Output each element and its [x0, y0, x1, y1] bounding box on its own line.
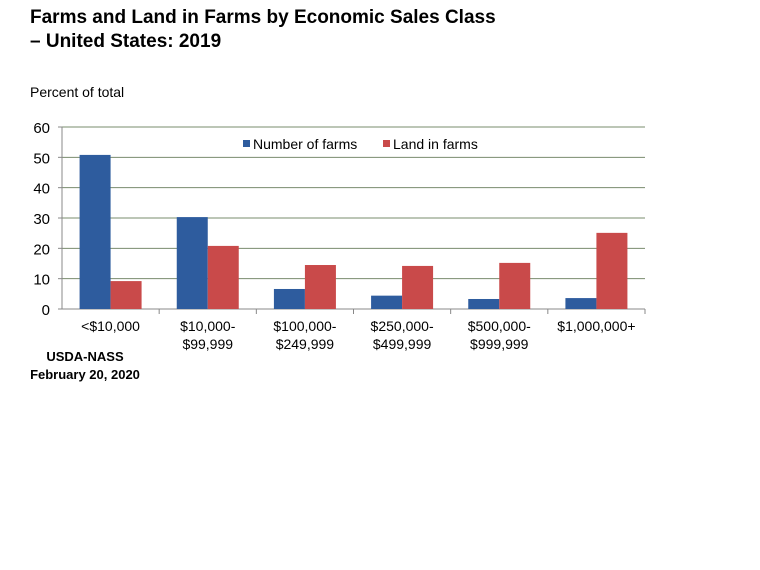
bar-number-of-farms	[371, 295, 403, 309]
legend-label: Number of farms	[253, 136, 357, 152]
chart-title: Farms and Land in Farms by Economic Sale…	[30, 6, 630, 54]
x-tick-label: <$10,000	[81, 318, 140, 334]
x-tick-label: $999,999	[470, 336, 529, 352]
x-tick-label: $1,000,000+	[557, 318, 635, 334]
bar-land-in-farms	[304, 265, 336, 309]
x-tick-label: $249,999	[276, 336, 335, 352]
y-tick-label: 30	[33, 211, 50, 228]
bar-number-of-farms	[79, 154, 111, 309]
x-tick-label: $99,999	[182, 336, 233, 352]
bar-number-of-farms	[176, 217, 208, 309]
legend-swatch	[383, 140, 390, 147]
bar-land-in-farms	[596, 232, 628, 309]
source-note: USDA-NASS February 20, 2020	[10, 348, 160, 384]
y-axis-label: Percent of total	[30, 84, 125, 100]
title-line: – United States: 2019	[30, 31, 222, 52]
x-tick-label: $499,999	[373, 336, 432, 352]
y-tick-label: 50	[33, 150, 50, 167]
bar-number-of-farms	[273, 288, 305, 309]
source-org: USDA-NASS	[46, 349, 124, 364]
y-tick-label: 10	[33, 272, 50, 289]
legend-swatch	[243, 140, 250, 147]
bar-land-in-farms	[402, 265, 434, 309]
bar-land-in-farms	[207, 245, 239, 309]
title-line: Farms and Land in Farms by Economic Sale…	[30, 7, 496, 28]
bar-number-of-farms	[565, 298, 597, 309]
x-tick-label: $100,000-	[273, 318, 336, 334]
x-tick-label: $250,000-	[371, 318, 434, 334]
x-tick-label: $10,000-	[180, 318, 236, 334]
y-tick-label: 40	[33, 181, 50, 198]
legend-label: Land in farms	[393, 136, 478, 152]
x-tick-label: $500,000-	[468, 318, 531, 334]
source-date: February 20, 2020	[30, 367, 140, 382]
bar-land-in-farms	[110, 281, 142, 309]
bar-number-of-farms	[468, 298, 500, 309]
y-tick-label: 60	[33, 120, 50, 137]
y-tick-label: 20	[33, 241, 50, 258]
y-tick-label: 0	[42, 302, 50, 319]
bar-land-in-farms	[499, 262, 531, 309]
